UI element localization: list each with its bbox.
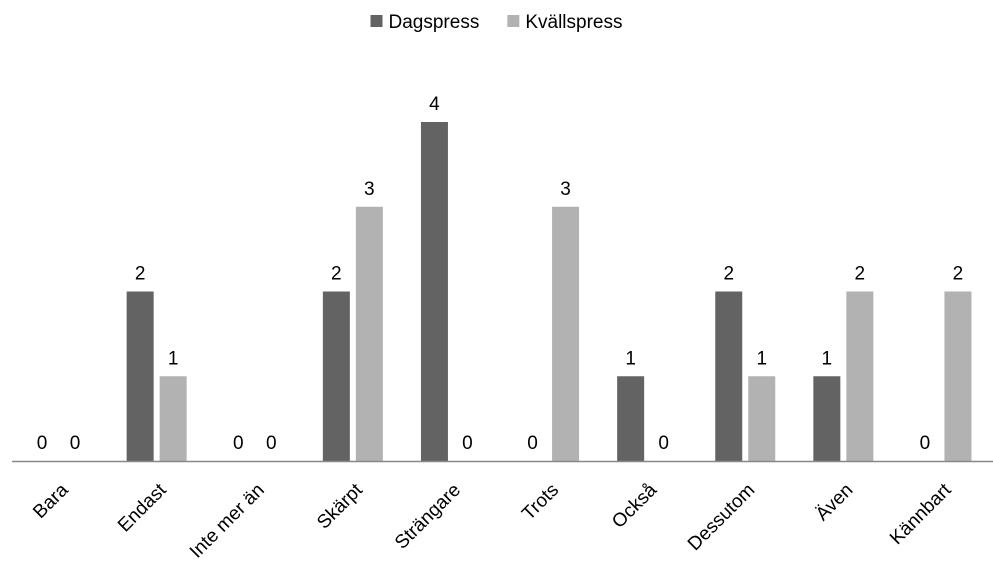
x-tick-label-8: Även <box>812 480 857 525</box>
x-tick-label-9: Kännbart <box>886 479 956 549</box>
x-tick-label-7: Dessutom <box>684 480 759 555</box>
bars <box>126 122 972 461</box>
x-tick-label-5: Trots <box>518 480 563 525</box>
data-label-kvällspress-2: 0 <box>266 433 277 454</box>
legend-swatch-kvällspress <box>507 15 520 27</box>
bar-kvällspress-1 <box>159 376 187 461</box>
bar-dagspress-8 <box>813 376 841 461</box>
data-label-kvällspress-8: 2 <box>855 264 866 285</box>
x-tick-label-2: Inte mer än <box>186 480 269 563</box>
x-tick-label-1: Endast <box>114 479 171 536</box>
bar-kvällspress-8 <box>846 291 874 461</box>
data-label-dagspress-5: 0 <box>527 433 538 454</box>
data-label-dagspress-2: 0 <box>233 433 244 454</box>
bar-kvällspress-5 <box>552 206 580 461</box>
data-label-kvällspress-6: 0 <box>658 433 669 454</box>
data-label-dagspress-1: 2 <box>135 264 146 285</box>
x-tick-label-4: Strängare <box>391 480 465 554</box>
x-tick-label-0: Bara <box>29 479 73 523</box>
data-label-dagspress-3: 2 <box>331 264 342 285</box>
data-label-kvällspress-9: 2 <box>953 264 964 285</box>
data-label-kvällspress-0: 0 <box>70 433 81 454</box>
legend: Dagspress Kvällspress <box>370 12 622 33</box>
bar-dagspress-6 <box>617 376 645 461</box>
bar-kvällspress-9 <box>944 291 972 461</box>
data-labels: 0 0 2 1 0 0 2 3 4 0 0 3 1 0 2 1 1 2 0 2 <box>37 94 963 454</box>
x-tick-label-3: Skärpt <box>313 479 367 533</box>
legend-swatch-dagspress <box>370 15 383 27</box>
data-label-kvällspress-1: 1 <box>168 348 179 369</box>
bar-dagspress-1 <box>126 291 154 461</box>
bar-kvällspress-7 <box>748 376 776 461</box>
data-label-dagspress-6: 1 <box>625 348 636 369</box>
data-label-kvällspress-5: 3 <box>560 179 571 200</box>
data-label-dagspress-9: 0 <box>920 433 931 454</box>
x-tick-label-6: Också <box>608 479 661 532</box>
bar-dagspress-4 <box>420 122 448 461</box>
data-label-dagspress-4: 4 <box>429 94 440 115</box>
bar-kvällspress-3 <box>355 206 383 461</box>
data-label-kvällspress-3: 3 <box>364 179 375 200</box>
bar-dagspress-3 <box>322 291 350 461</box>
legend-label-kvällspress: Kvällspress <box>525 12 622 33</box>
legend-label-dagspress: Dagspress <box>389 12 480 33</box>
data-label-dagspress-7: 2 <box>723 264 734 285</box>
data-label-dagspress-8: 1 <box>822 348 833 369</box>
data-label-kvällspress-7: 1 <box>756 348 767 369</box>
data-label-dagspress-0: 0 <box>37 433 48 454</box>
data-label-kvällspress-4: 0 <box>462 433 473 454</box>
x-tick-labels: Bara Endast Inte mer än Skärpt Strängare Trot… <box>29 479 956 562</box>
bar-dagspress-7 <box>715 291 743 461</box>
